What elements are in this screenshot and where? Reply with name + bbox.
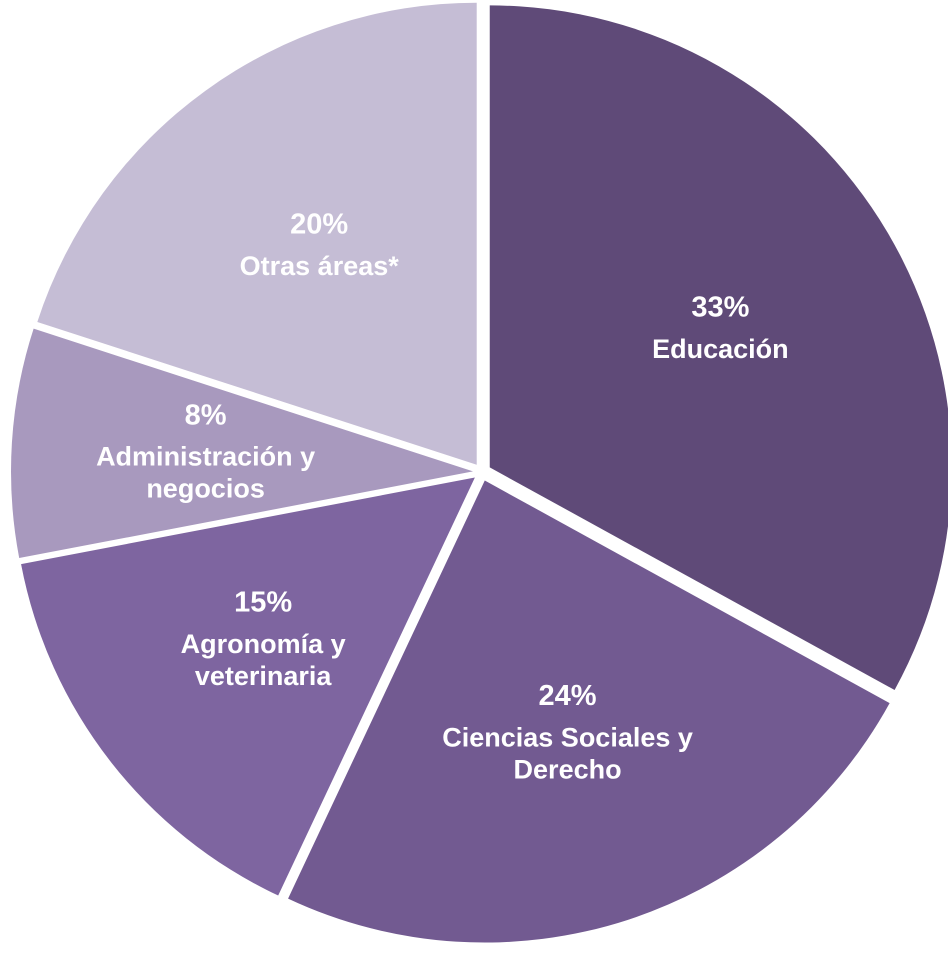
category-label-line: negocios [146, 474, 265, 504]
category-label-line: Derecho [514, 755, 622, 785]
category-label-line: Agronomía y [181, 629, 346, 659]
value-label: 33% [691, 292, 749, 324]
category-label-line: Administración y [96, 442, 315, 472]
value-label: 24% [539, 680, 597, 712]
pie-slice [11, 328, 474, 559]
category-label: Educación [652, 334, 789, 364]
category-label-line: Educación [652, 334, 789, 364]
category-label-line: Ciencias Sociales y [442, 723, 693, 753]
value-label: 8% [185, 399, 227, 431]
value-label: 15% [234, 586, 292, 618]
pie-slice [288, 480, 890, 943]
pie-slice [37, 2, 477, 465]
category-label: Administración y negocios [96, 442, 315, 504]
category-label-line: veterinaria [195, 661, 333, 691]
category-label: Agronomía y veterinaria [181, 629, 346, 691]
pie-slice [489, 5, 948, 690]
category-label: Otras áreas* [240, 251, 400, 281]
pie-slice [21, 477, 475, 896]
category-label-line: Otras áreas* [240, 251, 400, 281]
category-label: Ciencias Sociales y Derecho [442, 723, 693, 785]
value-label: 20% [290, 209, 348, 241]
